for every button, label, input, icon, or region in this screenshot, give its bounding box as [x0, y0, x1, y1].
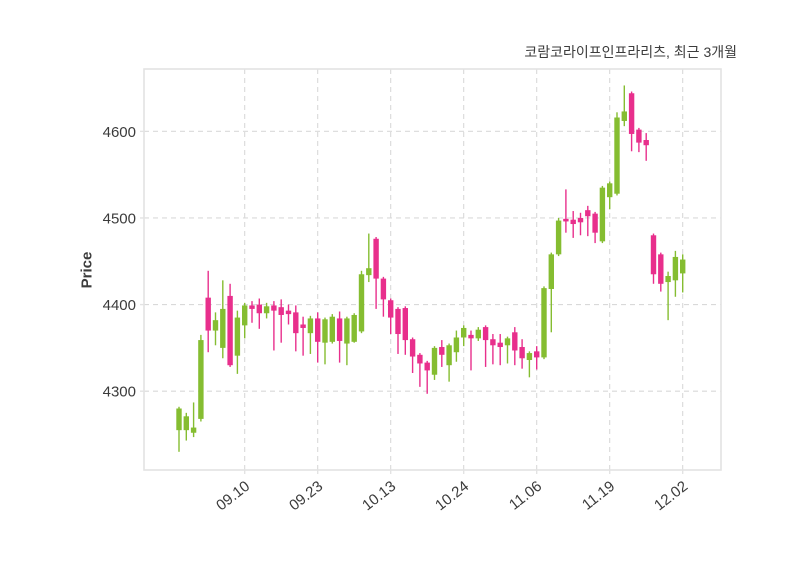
y-tick-label: 4500 — [103, 210, 136, 227]
candle-body-down — [577, 217, 584, 223]
candle-body-down — [402, 308, 408, 341]
y-tick-label: 4600 — [103, 124, 136, 141]
candle-body-down — [497, 342, 503, 348]
candle-body-down — [519, 347, 525, 359]
candle-body-up — [307, 318, 314, 334]
x-tick-label: 10.24 — [432, 478, 472, 515]
candle-body-up — [621, 111, 627, 121]
candle-body-up — [680, 259, 686, 274]
candle-body-up — [263, 306, 270, 314]
y-axis-label: Price — [78, 251, 96, 289]
candle-body-down — [227, 295, 233, 366]
candle-body-down — [278, 307, 284, 315]
candle-body-down — [512, 332, 518, 351]
candle-body-down — [315, 318, 321, 342]
candle-body-down — [482, 327, 489, 341]
candle-body-up — [234, 317, 241, 356]
candle-body-down — [534, 351, 540, 358]
x-tick-label: 09.10 — [213, 478, 253, 515]
x-tick-label: 10.13 — [359, 478, 399, 515]
candle-body-up — [198, 340, 204, 419]
candle-body-up — [242, 305, 248, 326]
y-tick-label: 4400 — [103, 297, 136, 314]
candle-body-down — [650, 235, 657, 275]
candle-body-down — [563, 218, 569, 222]
candle-body-up — [176, 408, 182, 431]
candle-body-up — [431, 347, 438, 375]
candle-body-down — [293, 312, 299, 334]
candle-body-down — [585, 210, 591, 217]
plot-border — [143, 68, 722, 471]
candle-body-up — [329, 316, 335, 342]
candle-body-down — [380, 278, 387, 300]
candle-body-up — [541, 288, 547, 358]
candle-body-up — [614, 117, 620, 194]
candle-body-up — [504, 338, 511, 346]
candle-body-up — [555, 220, 562, 255]
candle-body-down — [300, 324, 306, 328]
candle-body-down — [256, 304, 262, 314]
candle-body-down — [439, 347, 445, 355]
candle-body-down — [592, 213, 598, 233]
candle-body-up — [358, 274, 365, 332]
candle-body-up — [190, 427, 197, 433]
candle-body-down — [628, 93, 635, 134]
candle-body-up — [344, 318, 350, 344]
candle-body-down — [490, 339, 496, 346]
candle-body-down — [658, 254, 664, 284]
candle-body-up — [461, 327, 467, 338]
candle-body-up — [322, 319, 328, 343]
candle-body-down — [205, 297, 211, 331]
candle-body-up — [548, 254, 554, 289]
candle-body-up — [220, 308, 226, 348]
x-tick-label: 11.06 — [506, 478, 545, 514]
candle-body-up — [599, 187, 606, 242]
candle-body-up — [672, 256, 679, 281]
y-tick-label: 4300 — [103, 384, 136, 401]
x-tick-label: 12.02 — [651, 478, 691, 515]
candle-body-up — [453, 337, 460, 353]
candle-body-down — [424, 362, 430, 371]
candle-body-up — [665, 275, 671, 283]
chart-title: 코람코라이프인프라리츠, 최근 3개월 — [524, 44, 737, 60]
candle-body-down — [417, 354, 423, 364]
candle-body-down — [249, 305, 255, 309]
candle-body-down — [373, 238, 379, 279]
candle-body-down — [636, 129, 642, 143]
candle-body-down — [570, 219, 576, 225]
candle-body-down — [468, 334, 474, 339]
candle-body-up — [212, 320, 219, 331]
candle-body-down — [336, 318, 343, 341]
candle-body-up — [526, 353, 533, 361]
x-tick-label: 09.23 — [286, 478, 326, 515]
candle-body-down — [409, 339, 416, 357]
candle-body-down — [395, 308, 401, 335]
x-tick-label: 11.19 — [579, 478, 618, 514]
candle-body-up — [351, 314, 357, 342]
candle-body-down — [388, 300, 394, 318]
candle-body-up — [446, 345, 452, 366]
candle-body-down — [271, 305, 277, 311]
candle-body-down — [643, 140, 649, 146]
candle-body-down — [285, 310, 292, 315]
candle-body-up — [183, 416, 189, 431]
candle-body-up — [475, 329, 481, 339]
candle-body-up — [607, 183, 613, 198]
candle-body-up — [366, 268, 372, 276]
